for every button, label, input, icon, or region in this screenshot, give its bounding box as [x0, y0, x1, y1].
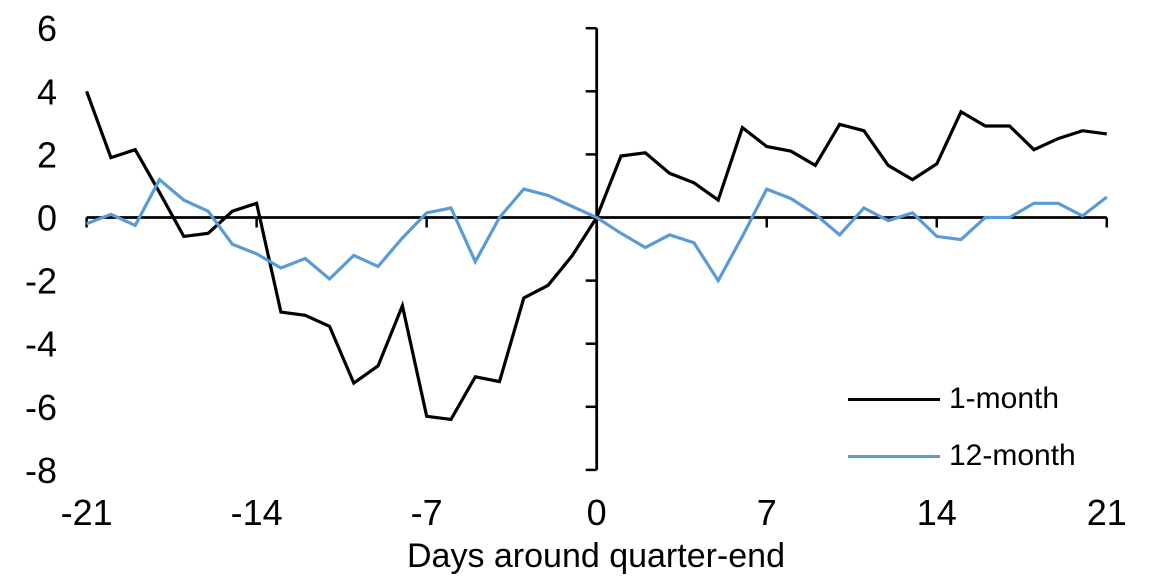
y-tick-label: 6 — [37, 8, 57, 49]
x-tick-label: 21 — [1087, 492, 1127, 533]
y-tick-label: -4 — [25, 324, 57, 365]
x-tick-label: -14 — [231, 492, 283, 533]
series-12-month-line — [86, 177, 1108, 284]
x-tick-label: 7 — [757, 492, 777, 533]
legend-line-swatch-12-month — [848, 454, 940, 458]
legend-item-12-month: 12-month — [848, 439, 1076, 473]
y-tick-label: 2 — [37, 134, 57, 175]
legend-label-1-month: 1-month — [949, 382, 1060, 415]
x-tick-label: 14 — [917, 492, 957, 533]
y-tick-label: 4 — [37, 71, 57, 112]
x-tick-label: -21 — [61, 492, 113, 533]
y-tick-label: -2 — [25, 261, 57, 302]
y-tick-label: 0 — [37, 198, 57, 239]
x-axis-title: Days around quarter-end — [407, 537, 785, 575]
y-tick-label: -8 — [25, 450, 57, 491]
legend-label-12-month: 12-month — [949, 439, 1076, 472]
y-tick-label: -6 — [25, 387, 57, 428]
x-tick-label: 0 — [587, 492, 607, 533]
legend: 1-month 12-month — [848, 382, 1076, 496]
legend-line-swatch-1-month — [848, 397, 940, 401]
legend-item-1-month: 1-month — [848, 382, 1076, 416]
x-tick-label: -7 — [411, 492, 443, 533]
